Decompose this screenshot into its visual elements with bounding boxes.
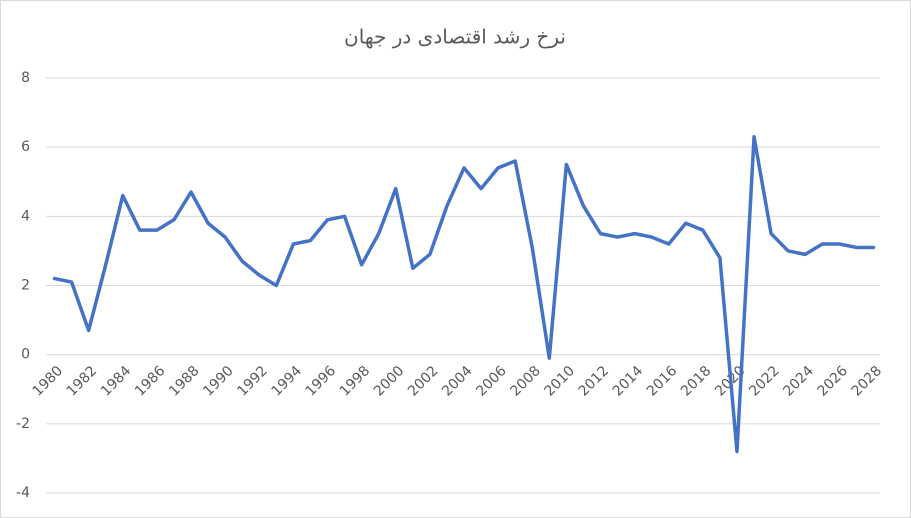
y-tick-label: -2 <box>16 416 30 432</box>
chart-title: نرخ رشد اقتصادی در جهان <box>344 25 566 49</box>
y-tick-label: 6 <box>21 139 30 155</box>
data-line <box>52 135 876 454</box>
y-tick-label: 0 <box>21 347 30 363</box>
y-tick-label: -4 <box>16 485 30 501</box>
y-tick-label: 4 <box>21 208 30 224</box>
y-tick-label: 8 <box>21 70 30 86</box>
y-tick-label: 2 <box>21 278 30 294</box>
